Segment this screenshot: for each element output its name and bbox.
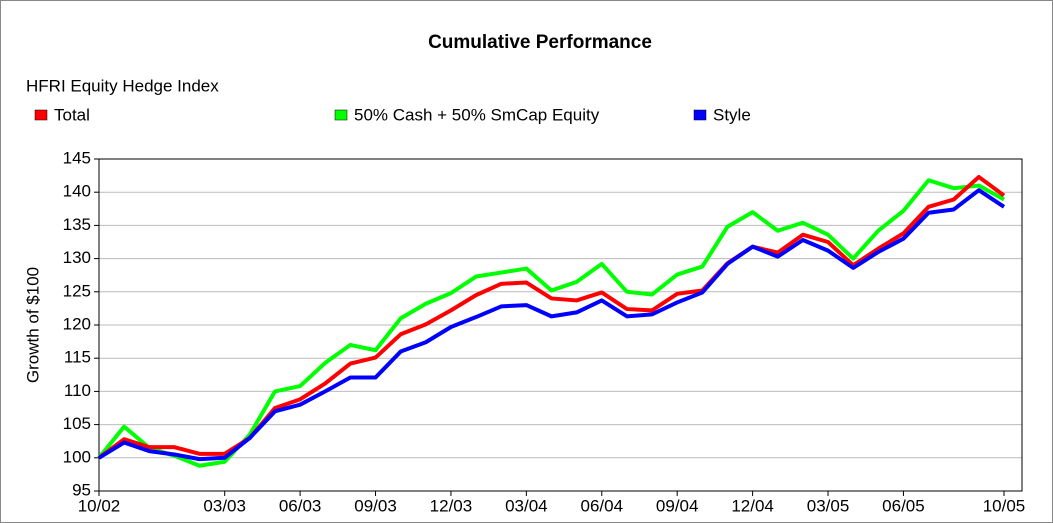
y-axis-label: Growth of $100 — [23, 267, 42, 383]
legend-label: 50% Cash + 50% SmCap Equity — [354, 105, 600, 124]
y-tick-label: 110 — [64, 381, 91, 400]
series-line — [97, 178, 1005, 468]
chart-title: Cumulative Performance — [428, 32, 652, 53]
x-tick-label: 10/05 — [983, 496, 1026, 515]
y-tick-label: 140 — [63, 182, 91, 201]
y-tick-label: 130 — [63, 248, 91, 267]
x-tick-label: 12/04 — [731, 496, 774, 515]
series-line — [97, 188, 1006, 462]
x-tick-label: 03/04 — [505, 496, 548, 515]
y-tick-label: 135 — [63, 215, 91, 234]
y-tick-label: 105 — [63, 414, 91, 433]
x-tick-label: 10/02 — [78, 496, 121, 515]
legend-marker — [693, 109, 707, 121]
x-tick-label: 06/05 — [882, 496, 925, 515]
y-tick-label: 95 — [72, 480, 91, 499]
y-tick-label: 125 — [63, 281, 91, 300]
x-tick-label: 03/03 — [203, 496, 246, 515]
y-tick-label: 120 — [63, 314, 91, 333]
x-tick-label: 06/04 — [581, 496, 624, 515]
x-tick-label: 06/03 — [279, 496, 322, 515]
x-tick-label: 12/03 — [430, 496, 473, 515]
legend-label: Style — [713, 105, 751, 124]
y-tick-label: 115 — [64, 348, 91, 367]
y-tick-label: 145 — [63, 148, 91, 167]
x-tick-label: 09/04 — [656, 496, 699, 515]
x-tick-label: 09/03 — [354, 496, 397, 515]
legend-marker — [334, 109, 348, 121]
y-tick-label: 100 — [63, 447, 91, 466]
legend-marker — [34, 109, 48, 121]
legend-label: Total — [54, 105, 90, 124]
x-tick-label: 03/05 — [807, 496, 850, 515]
chart-subtitle: HFRI Equity Hedge Index — [26, 76, 219, 95]
plot-area — [98, 158, 1023, 492]
